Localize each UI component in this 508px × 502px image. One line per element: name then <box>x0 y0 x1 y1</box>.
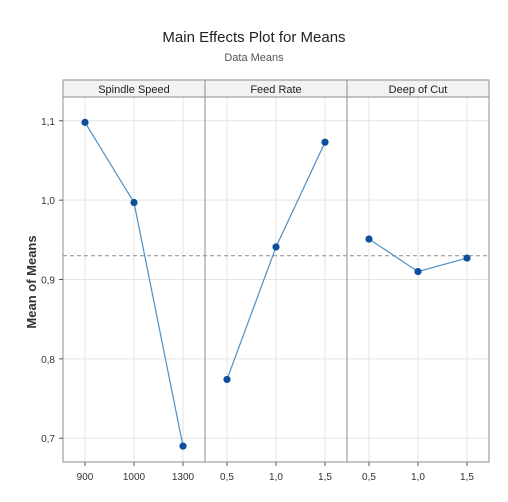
data-point <box>414 267 422 276</box>
data-point <box>130 198 138 207</box>
y-tick-label: 1,1 <box>41 117 55 128</box>
data-point <box>321 138 329 146</box>
panel-title: Spindle Speed <box>98 84 170 96</box>
x-tick-label: 0,5 <box>220 472 234 483</box>
data-point <box>81 118 89 126</box>
y-tick-label: 1,0 <box>41 196 55 207</box>
x-tick-label: 1,0 <box>269 472 283 483</box>
x-tick-label: 1000 <box>123 472 146 483</box>
x-tick-label: 1,5 <box>460 472 474 483</box>
x-tick-label: 1,5 <box>318 472 332 483</box>
data-point <box>179 442 187 450</box>
y-axis-label: Mean of Means <box>24 235 39 328</box>
x-tick-label: 1300 <box>172 472 195 483</box>
x-tick-label: 1,0 <box>411 472 425 483</box>
y-tick-label: 0,8 <box>41 355 55 366</box>
panel-title: Feed Rate <box>250 84 301 96</box>
y-tick-label: 0,7 <box>41 434 55 445</box>
y-tick-label: 0,9 <box>41 276 55 287</box>
plot-area: Spindle Speed 900 1000 1300 Feed Rate 0,5 1,0 1… <box>41 79 490 483</box>
data-point <box>272 243 280 251</box>
x-tick-label: 900 <box>77 472 94 483</box>
data-point <box>223 375 231 384</box>
chart-title: Main Effects Plot for Means <box>162 29 345 46</box>
data-point <box>365 235 373 243</box>
chart-subtitle: Data Means <box>224 52 284 64</box>
data-point <box>463 254 471 262</box>
x-tick-label: 0,5 <box>362 472 376 483</box>
panel-title: Deep of Cut <box>389 84 448 96</box>
